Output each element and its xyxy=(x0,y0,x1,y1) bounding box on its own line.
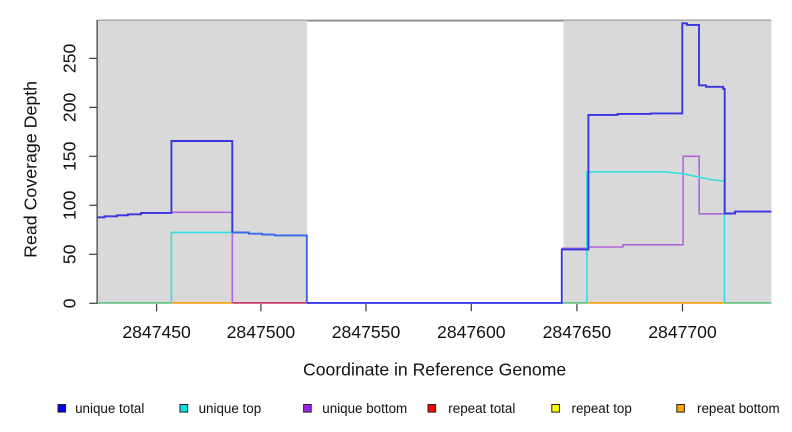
svg-text:2847700: 2847700 xyxy=(648,322,717,342)
svg-text:Coordinate in Reference Genome: Coordinate in Reference Genome xyxy=(303,359,566,379)
svg-text:2847500: 2847500 xyxy=(227,322,296,342)
svg-text:Read Coverage Depth: Read Coverage Depth xyxy=(21,81,41,258)
svg-text:2847600: 2847600 xyxy=(437,322,506,342)
svg-text:200: 200 xyxy=(60,93,80,123)
svg-text:2847550: 2847550 xyxy=(332,322,401,342)
svg-text:150: 150 xyxy=(60,141,80,171)
svg-text:unique top: unique top xyxy=(199,401,262,416)
svg-text:2847650: 2847650 xyxy=(543,322,612,342)
svg-text:unique bottom: unique bottom xyxy=(322,401,407,416)
svg-text:0: 0 xyxy=(60,298,80,308)
svg-text:2847450: 2847450 xyxy=(122,322,191,342)
svg-text:repeat total: repeat total xyxy=(448,401,515,416)
svg-text:repeat bottom: repeat bottom xyxy=(697,401,780,416)
svg-text:50: 50 xyxy=(60,244,80,264)
svg-text:100: 100 xyxy=(60,190,80,220)
svg-text:250: 250 xyxy=(60,44,80,74)
svg-text:repeat top: repeat top xyxy=(572,401,632,416)
svg-text:unique total: unique total xyxy=(75,401,144,416)
